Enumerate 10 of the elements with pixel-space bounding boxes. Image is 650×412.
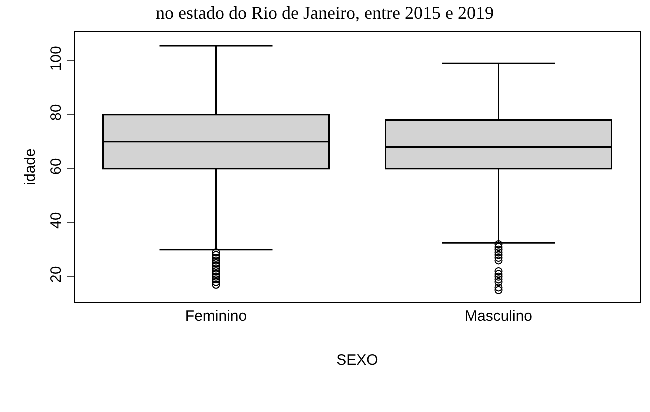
y-axis-title: idade [22, 148, 39, 186]
y-tick-label: 60 [48, 158, 65, 175]
x-tick-label: Masculino [464, 308, 533, 325]
x-axis-title: SEXO [336, 352, 378, 369]
y-tick-label: 40 [48, 212, 65, 229]
x-tick-label: Feminino [185, 308, 248, 325]
y-tick-label: 100 [48, 46, 65, 72]
y-tick-label: 20 [48, 266, 65, 283]
y-tick-label: 80 [48, 104, 65, 121]
chart-title: no estado do Rio de Janeiro, entre 2015 e 2019 [156, 2, 494, 23]
